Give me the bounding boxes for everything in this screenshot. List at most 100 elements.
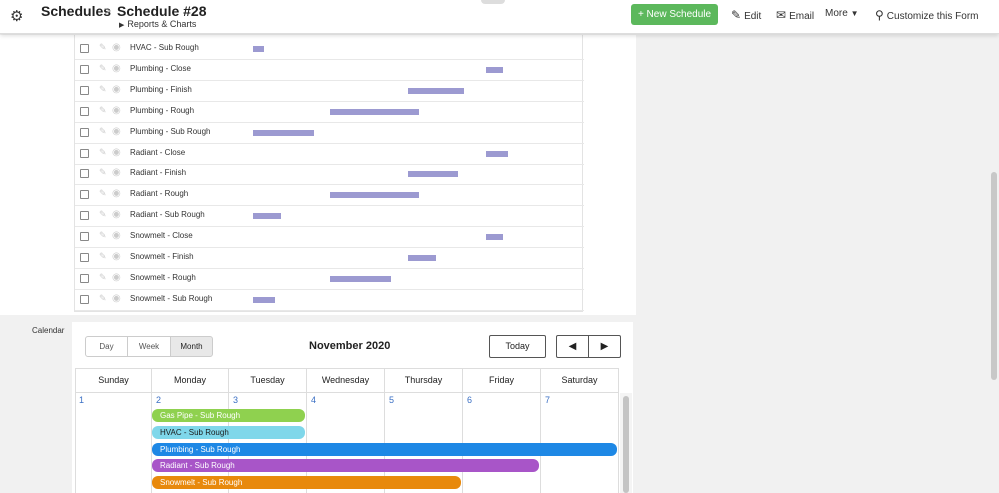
gantt-bar[interactable] [330,108,419,115]
calendar-event[interactable]: Radiant - Sub Rough [152,459,539,472]
eye-icon[interactable]: ◉ [112,271,121,283]
gantt-bar[interactable] [408,171,458,178]
gantt-bar[interactable] [253,296,275,303]
gantt-bar[interactable] [408,255,436,261]
new-schedule-button[interactable]: + New Schedule [631,4,718,25]
day-number[interactable]: 5 [389,395,395,405]
day-cell[interactable] [541,393,619,493]
pencil-icon[interactable]: ✎ [99,271,107,282]
eye-icon[interactable]: ◉ [112,167,121,179]
gantt-bar[interactable] [253,213,281,220]
next-month-button[interactable]: ▶ [588,335,621,358]
pencil-icon[interactable]: ✎ [99,62,107,73]
view-month-button[interactable]: Month [170,336,213,357]
gantt-row-label: Radiant - Sub Rough [130,210,205,220]
eye-icon[interactable]: ◉ [112,62,121,74]
gantt-row: ✎ ◉ Radiant - Sub Rough [75,206,584,228]
calendar-event[interactable]: Snowmelt - Sub Rough [152,476,461,489]
breadcrumb-schedules[interactable]: Schedules [41,3,112,19]
row-checkbox[interactable] [80,253,89,262]
pencil-icon[interactable]: ✎ [99,292,107,303]
row-checkbox[interactable] [80,273,89,283]
reports-charts-label: Reports & Charts [127,19,197,29]
gantt-bar[interactable] [253,46,264,52]
email-button[interactable]: ✉ Email [776,8,814,22]
calendar-event[interactable]: Plumbing - Sub Rough [152,443,617,456]
day-number[interactable]: 1 [79,395,85,405]
calendar-event[interactable]: HVAC - Sub Rough [152,426,305,439]
gantt-row-label: Snowmelt - Close [130,231,193,241]
pencil-icon[interactable]: ✎ [99,125,107,136]
gantt-bar[interactable] [253,129,314,136]
eye-icon[interactable]: ◉ [112,104,121,116]
calendar-section-label: Calendar [32,326,65,335]
gantt-row: ✎ ◉ Snowmelt - Rough [75,269,584,290]
gantt-bar[interactable] [408,87,464,94]
gantt-row: ✎ ◉ Radiant - Rough [75,185,584,207]
row-checkbox[interactable] [80,85,89,95]
gantt-row: ✎ ◉ Radiant - Close [75,144,584,165]
calendar-scrollbar-thumb[interactable] [623,396,629,493]
customize-form-button[interactable]: ⚲ Customize this Form [875,8,978,22]
row-checkbox[interactable] [80,148,89,158]
row-checkbox[interactable] [80,190,89,200]
gear-icon[interactable]: ⚙ [10,8,24,25]
gantt-bar[interactable] [486,66,503,73]
row-checkbox[interactable] [80,232,89,242]
prev-month-button[interactable]: ◀ [556,335,589,358]
pencil-icon[interactable]: ✎ [99,146,107,157]
eye-icon[interactable]: ◉ [112,125,121,137]
eye-icon[interactable]: ◉ [112,146,121,158]
gantt-bar[interactable] [486,150,508,157]
pencil-icon[interactable]: ✎ [99,188,107,199]
pencil-icon: ✎ [731,8,742,22]
gantt-bar[interactable] [330,192,419,199]
row-checkbox[interactable] [80,294,89,304]
pencil-icon[interactable]: ✎ [99,83,107,94]
gantt-bar[interactable] [330,275,391,282]
reports-charts-link[interactable]: ▶ Reports & Charts [119,19,196,29]
day-number[interactable]: 3 [233,395,239,405]
gantt-bar[interactable] [486,234,503,241]
panel-toggle-tab[interactable] [481,0,505,4]
gantt-row-label: Snowmelt - Sub Rough [130,293,213,303]
edit-button[interactable]: ✎ Edit [731,8,761,22]
gantt-row-label: Plumbing - Close [130,63,191,73]
pencil-icon[interactable]: ✎ [99,42,107,52]
gantt-row-label: Plumbing - Sub Rough [130,126,211,136]
gantt-row-label: HVAC - Sub Rough [130,43,199,52]
customize-label: Customize this Form [886,11,979,22]
eye-icon[interactable]: ◉ [112,292,121,304]
eye-icon[interactable]: ◉ [112,230,121,242]
eye-icon[interactable]: ◉ [112,251,121,262]
day-number[interactable]: 7 [545,395,551,405]
weekday-header: Saturday [541,368,619,393]
row-checkbox[interactable] [80,127,89,137]
weekday-header: Tuesday [229,368,307,393]
view-week-button[interactable]: Week [127,336,171,357]
more-dropdown[interactable]: More ▼ [825,8,859,19]
row-checkbox[interactable] [80,169,89,179]
eye-icon[interactable]: ◉ [112,188,121,200]
row-checkbox[interactable] [80,211,89,221]
calendar-event[interactable]: Gas Pipe - Sub Rough [152,409,305,422]
day-cell[interactable] [75,393,152,493]
caret-right-icon: ▶ [600,341,609,352]
day-number[interactable]: 6 [467,395,473,405]
view-day-button[interactable]: Day [85,336,128,357]
day-number[interactable]: 2 [156,395,162,405]
pencil-icon[interactable]: ✎ [99,209,107,220]
pencil-icon[interactable]: ✎ [99,251,107,261]
pencil-icon[interactable]: ✎ [99,104,107,115]
eye-icon[interactable]: ◉ [112,209,121,221]
eye-icon[interactable]: ◉ [112,83,121,95]
pencil-icon[interactable]: ✎ [99,167,107,178]
row-checkbox[interactable] [80,106,89,116]
pencil-icon[interactable]: ✎ [99,230,107,241]
page-scrollbar-thumb[interactable] [991,172,997,380]
today-button[interactable]: Today [489,335,546,358]
row-checkbox[interactable] [80,64,89,74]
row-checkbox[interactable] [80,44,89,53]
eye-icon[interactable]: ◉ [112,42,121,53]
day-number[interactable]: 4 [311,395,317,405]
